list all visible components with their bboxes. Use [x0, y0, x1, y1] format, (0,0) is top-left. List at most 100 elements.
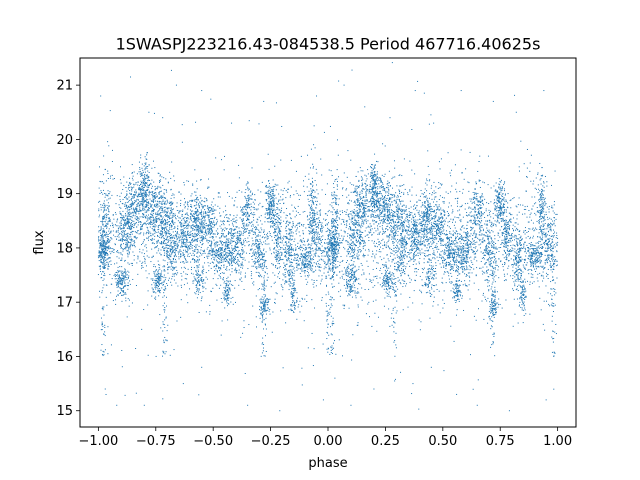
data-point: [388, 211, 390, 213]
data-point: [349, 182, 351, 184]
data-point: [348, 218, 350, 220]
data-point: [132, 278, 134, 280]
data-point: [540, 215, 542, 217]
data-point: [163, 206, 165, 208]
data-point: [550, 265, 552, 267]
data-point: [126, 190, 128, 192]
data-point: [207, 246, 209, 248]
data-point: [131, 193, 133, 195]
data-point: [293, 254, 295, 256]
data-point: [144, 200, 146, 202]
data-point: [157, 280, 159, 282]
data-point: [100, 228, 102, 230]
data-point: [159, 252, 161, 254]
data-point: [124, 285, 126, 287]
data-point: [150, 220, 152, 222]
data-point: [346, 260, 348, 262]
data-point: [163, 240, 165, 242]
data-point: [156, 280, 158, 282]
data-point: [134, 194, 136, 196]
data-point: [144, 162, 146, 164]
data-point: [167, 284, 169, 286]
data-point: [160, 242, 162, 244]
data-point: [233, 205, 235, 207]
data-point: [455, 251, 457, 253]
data-point: [299, 300, 301, 302]
data-point: [173, 197, 175, 199]
data-point: [152, 233, 154, 235]
data-point: [364, 216, 366, 218]
data-point: [452, 209, 454, 211]
data-point: [144, 262, 146, 264]
data-point: [187, 302, 189, 304]
data-point: [108, 210, 110, 212]
data-point: [229, 280, 231, 282]
data-point: [106, 216, 108, 218]
data-point: [142, 266, 144, 268]
data-point: [131, 164, 133, 166]
data-point: [321, 222, 323, 224]
data-point: [482, 181, 484, 183]
data-point: [440, 212, 442, 214]
data-point: [271, 263, 273, 265]
data-point: [109, 257, 111, 259]
data-point: [213, 251, 215, 253]
data-point: [166, 257, 168, 259]
data-point: [369, 200, 371, 202]
data-point: [144, 156, 146, 158]
data-point: [119, 232, 121, 234]
data-point: [503, 204, 505, 206]
data-point: [208, 265, 210, 267]
data-point: [143, 208, 145, 210]
data-point: [440, 258, 442, 260]
data-point: [146, 250, 148, 252]
data-point: [101, 256, 103, 258]
data-point: [169, 171, 171, 173]
data-point: [110, 231, 112, 233]
data-point: [433, 228, 435, 230]
data-point: [401, 185, 403, 186]
data-point: [131, 217, 133, 219]
data-point: [307, 347, 309, 349]
data-point: [174, 248, 176, 250]
data-point: [99, 253, 101, 255]
data-point: [351, 184, 353, 186]
data-point: [441, 183, 443, 185]
data-point: [529, 214, 531, 216]
data-point: [122, 239, 124, 241]
data-point: [214, 257, 216, 259]
data-point: [282, 289, 284, 291]
data-point: [99, 296, 101, 298]
data-point: [456, 298, 458, 300]
data-point: [151, 227, 153, 229]
data-point: [115, 303, 117, 305]
data-point: [128, 299, 130, 301]
data-point: [228, 195, 230, 197]
data-point: [307, 219, 309, 221]
data-point: [445, 234, 447, 236]
data-point: [217, 192, 219, 194]
data-point: [155, 288, 157, 290]
data-point: [546, 300, 548, 302]
data-point: [141, 225, 143, 227]
data-point: [144, 178, 146, 180]
data-point: [223, 224, 225, 226]
data-point: [133, 184, 135, 186]
data-point: [331, 283, 333, 285]
data-point: [107, 141, 109, 143]
data-point: [470, 215, 472, 217]
data-point: [433, 190, 435, 192]
data-point: [102, 223, 104, 225]
data-point: [466, 212, 468, 214]
data-point: [435, 273, 437, 275]
data-point: [178, 191, 180, 193]
data-point: [131, 201, 133, 203]
data-point: [140, 222, 142, 224]
data-point: [142, 209, 144, 211]
data-point: [318, 225, 320, 227]
data-point: [121, 366, 123, 368]
data-point: [222, 278, 224, 280]
data-point: [104, 234, 106, 236]
data-point: [173, 240, 175, 242]
data-point: [474, 256, 476, 258]
